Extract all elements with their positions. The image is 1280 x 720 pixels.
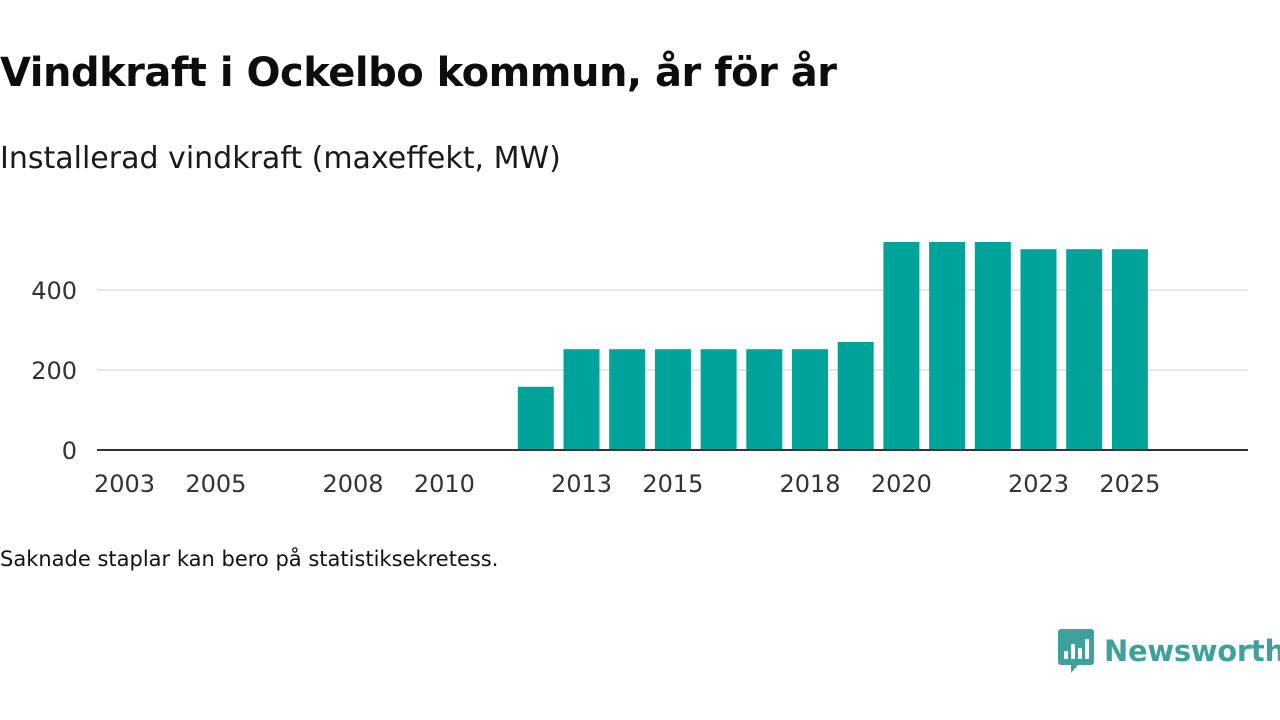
brand-name: Newsworthy [1104, 634, 1280, 668]
x-tick-label: 2003 [94, 470, 155, 498]
bar-2014 [609, 349, 646, 450]
bar-2017 [746, 349, 783, 450]
bar-2021 [929, 242, 966, 450]
x-tick-label: 2010 [414, 470, 475, 498]
bar-2013 [563, 349, 600, 450]
bar-2019 [837, 342, 874, 450]
x-tick-label: 2023 [1008, 470, 1069, 498]
bar-2016 [700, 349, 737, 450]
bar-2025 [1111, 249, 1148, 450]
bar-2022 [974, 242, 1011, 450]
x-tick-label: 2008 [322, 470, 383, 498]
footnote: Saknade staplar kan bero på statistiksek… [0, 547, 499, 571]
bar-2012 [517, 386, 554, 450]
x-tick-label: 2013 [551, 470, 612, 498]
x-tick-label: 2005 [185, 470, 246, 498]
bar-2020 [883, 242, 920, 450]
y-tick-label: 0 [62, 437, 77, 465]
y-tick-label: 200 [31, 357, 77, 385]
x-tick-label: 2018 [779, 470, 840, 498]
bar-2023 [1020, 249, 1057, 450]
axes: 0 200 400 2003 2005 2008 2010 2013 2015 2018 2020 2… [31, 277, 1248, 498]
x-tick-label: 2025 [1099, 470, 1160, 498]
chart-title: Vindkraft i Ockelbo kommun, år för år [0, 50, 837, 96]
bar-2024 [1066, 249, 1103, 450]
newsworthy-logo-icon [1058, 629, 1094, 673]
y-tick-label: 400 [31, 277, 77, 305]
x-tick-label: 2020 [871, 470, 932, 498]
bars [517, 242, 1148, 450]
bar-2018 [792, 349, 828, 450]
x-tick-label: 2015 [642, 470, 703, 498]
newsworthy-logo: Newsworthy [1058, 628, 1280, 674]
bar-2015 [654, 349, 691, 450]
chart-subtitle: Installerad vindkraft (maxeffekt, MW) [0, 141, 561, 176]
